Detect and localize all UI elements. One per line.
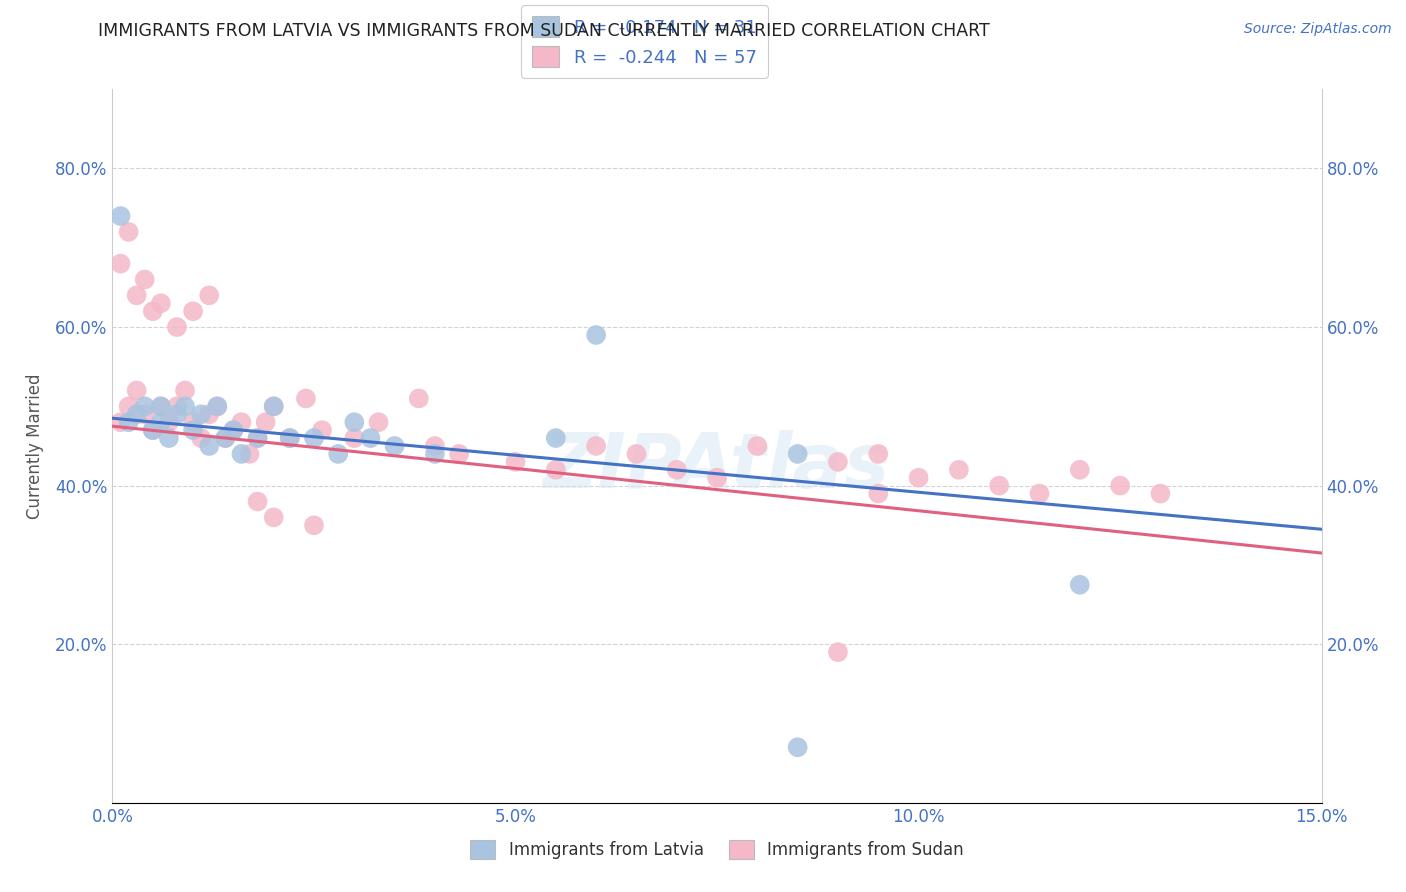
Point: [222, 423, 245, 437]
Point: [747, 439, 769, 453]
Point: [868, 486, 890, 500]
Point: [423, 439, 446, 453]
Point: [149, 400, 172, 414]
Point: [125, 288, 148, 302]
Point: [214, 431, 236, 445]
Text: ZIPAtlas: ZIPAtlas: [543, 431, 891, 504]
Point: [408, 392, 430, 406]
Point: [110, 415, 132, 429]
Point: [117, 415, 139, 429]
Point: [254, 415, 277, 429]
Point: [142, 423, 165, 437]
Point: [198, 439, 221, 453]
Point: [343, 415, 366, 429]
Point: [142, 423, 165, 437]
Point: [328, 447, 350, 461]
Point: [238, 447, 260, 461]
Point: [214, 431, 236, 445]
Point: [142, 304, 165, 318]
Point: [786, 447, 808, 461]
Point: [134, 407, 156, 421]
Point: [246, 431, 269, 445]
Point: [125, 407, 148, 421]
Point: [1109, 478, 1132, 492]
Point: [134, 272, 156, 286]
Point: [1149, 486, 1171, 500]
Point: [134, 400, 156, 414]
Point: [302, 431, 325, 445]
Point: [231, 415, 253, 429]
Point: [117, 400, 139, 414]
Point: [231, 447, 253, 461]
Point: [166, 320, 188, 334]
Y-axis label: Currently Married: Currently Married: [25, 373, 44, 519]
Point: [157, 431, 180, 445]
Point: [110, 209, 132, 223]
Point: [263, 400, 285, 414]
Point: [207, 400, 229, 414]
Point: [505, 455, 527, 469]
Point: [207, 400, 229, 414]
Point: [544, 431, 567, 445]
Point: [948, 463, 970, 477]
Point: [190, 407, 212, 421]
Point: [359, 431, 381, 445]
Point: [311, 423, 333, 437]
Point: [343, 431, 366, 445]
Point: [827, 645, 849, 659]
Point: [222, 423, 245, 437]
Point: [423, 447, 446, 461]
Point: [149, 296, 172, 310]
Point: [1028, 486, 1050, 500]
Text: Source: ZipAtlas.com: Source: ZipAtlas.com: [1244, 22, 1392, 37]
Point: [190, 431, 212, 445]
Point: [295, 392, 318, 406]
Point: [1069, 463, 1091, 477]
Point: [246, 431, 269, 445]
Point: [246, 494, 269, 508]
Point: [174, 400, 197, 414]
Point: [302, 518, 325, 533]
Text: IMMIGRANTS FROM LATVIA VS IMMIGRANTS FROM SUDAN CURRENTLY MARRIED CORRELATION CH: IMMIGRANTS FROM LATVIA VS IMMIGRANTS FRO…: [98, 22, 990, 40]
Point: [626, 447, 648, 461]
Point: [149, 415, 172, 429]
Point: [181, 415, 204, 429]
Point: [544, 463, 567, 477]
Point: [181, 423, 204, 437]
Point: [149, 400, 172, 414]
Point: [166, 400, 188, 414]
Point: [181, 304, 204, 318]
Point: [110, 257, 132, 271]
Point: [868, 447, 890, 461]
Point: [166, 407, 188, 421]
Point: [157, 415, 180, 429]
Point: [198, 288, 221, 302]
Point: [786, 740, 808, 755]
Point: [1069, 578, 1091, 592]
Point: [125, 384, 148, 398]
Point: [665, 463, 688, 477]
Point: [384, 439, 406, 453]
Point: [367, 415, 389, 429]
Point: [907, 471, 929, 485]
Point: [278, 431, 301, 445]
Point: [706, 471, 728, 485]
Point: [198, 407, 221, 421]
Point: [263, 400, 285, 414]
Point: [585, 439, 607, 453]
Point: [117, 225, 139, 239]
Point: [263, 510, 285, 524]
Point: [278, 431, 301, 445]
Point: [449, 447, 471, 461]
Point: [988, 478, 1011, 492]
Legend: Immigrants from Latvia, Immigrants from Sudan: Immigrants from Latvia, Immigrants from …: [464, 833, 970, 866]
Point: [585, 328, 607, 343]
Point: [827, 455, 849, 469]
Point: [174, 384, 197, 398]
